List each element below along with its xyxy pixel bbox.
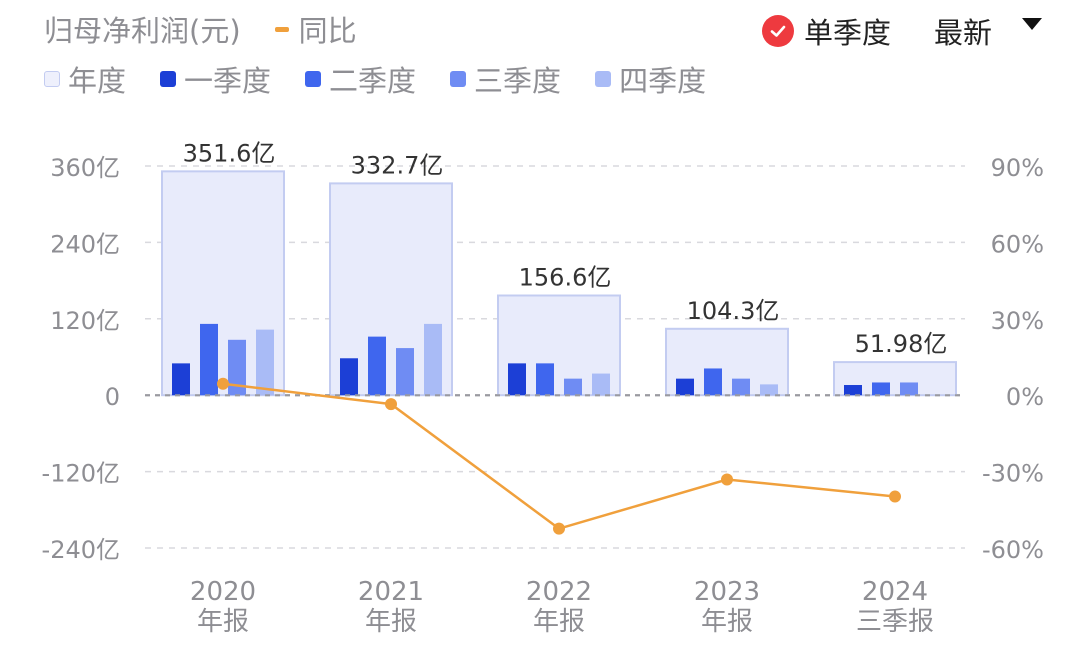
quarter-bar-q2 xyxy=(536,363,554,396)
x-tick-label-year: 2020 xyxy=(190,577,256,607)
legend-swatch-annual xyxy=(44,71,60,87)
x-tick-label-period: 年报 xyxy=(533,607,585,637)
yoy-point xyxy=(889,490,901,503)
quarter-bar-q3 xyxy=(228,339,246,396)
yoy-point xyxy=(553,522,565,535)
y-right-tick-label: 90% xyxy=(991,154,1044,182)
quarter-bar-q2 xyxy=(200,323,218,396)
title-group: 归母净利润(元) 同比 xyxy=(44,8,357,50)
quarter-bar-q3 xyxy=(396,348,414,396)
x-tick-label-year: 2021 xyxy=(358,577,424,607)
quarter-bar-q4 xyxy=(760,384,778,396)
legend-item-q2[interactable]: 二季度 xyxy=(305,58,416,100)
legend-label-annual: 年度 xyxy=(68,64,127,98)
chart-title: 归母净利润(元) xyxy=(44,14,241,48)
y-right-tick-label: 60% xyxy=(991,230,1044,258)
quarter-bar-q1 xyxy=(172,363,190,396)
yoy-legend-swatch xyxy=(274,26,289,32)
x-tick-label-period: 年报 xyxy=(365,607,417,637)
chart-legend: 年度 一季度 二季度 三季度 四季度 xyxy=(44,58,740,100)
check-circle-icon xyxy=(762,15,794,47)
legend-swatch-q2 xyxy=(305,71,322,87)
y-right-tick-label: -60% xyxy=(982,536,1044,564)
x-tick-label-period: 三季报 xyxy=(856,607,934,637)
quarter-bar-q1 xyxy=(844,385,862,396)
period-dropdown[interactable]: 最新 xyxy=(934,10,1043,52)
quarter-bar-q2 xyxy=(368,336,386,396)
quarter-bar-q2 xyxy=(704,368,722,396)
single-quarter-label: 单季度 xyxy=(804,16,892,50)
quarter-bar-q4 xyxy=(424,323,442,396)
legend-swatch-q1 xyxy=(160,71,177,87)
period-dropdown-label: 最新 xyxy=(934,16,993,50)
legend-item-q3[interactable]: 三季度 xyxy=(450,58,561,100)
legend-swatch-q4 xyxy=(595,71,612,87)
legend-label-q2: 二季度 xyxy=(329,64,417,98)
quarter-bar-q4 xyxy=(592,373,610,396)
y-left-tick-label: -240亿 xyxy=(42,536,120,564)
y-left-tick-label: 360亿 xyxy=(50,154,120,182)
caret-down-icon xyxy=(1022,17,1043,36)
quarter-bar-q3 xyxy=(732,378,750,396)
legend-item-q4[interactable]: 四季度 xyxy=(595,58,706,100)
annual-value-label: 51.98亿 xyxy=(855,330,948,358)
yoy-line xyxy=(222,382,896,531)
annual-value-label: 351.6亿 xyxy=(183,139,276,167)
annual-bar xyxy=(161,170,285,397)
quarter-bar-q1 xyxy=(508,363,526,396)
x-tick-label-period: 年报 xyxy=(701,607,753,637)
quarter-bar-q3 xyxy=(900,382,918,396)
single-quarter-toggle[interactable]: 单季度 xyxy=(762,10,891,52)
quarter-bar-q4 xyxy=(256,329,274,396)
annual-value-label: 104.3亿 xyxy=(687,297,780,325)
y-left-tick-label: -120亿 xyxy=(42,460,120,488)
y-left-tick-label: 0 xyxy=(105,383,120,411)
chart-header: 归母净利润(元) 同比 单季度 最新 xyxy=(0,0,1087,60)
y-right-tick-label: -30% xyxy=(982,460,1044,488)
legend-swatch-q3 xyxy=(450,71,467,87)
x-tick-label-year: 2024 xyxy=(862,577,928,607)
legend-item-annual[interactable]: 年度 xyxy=(44,58,126,100)
quarter-bar-q1 xyxy=(340,358,358,396)
x-tick-label-period: 年报 xyxy=(197,607,249,637)
y-right-tick-label: 30% xyxy=(991,307,1044,335)
x-tick-label-year: 2022 xyxy=(526,577,592,607)
x-tick-label-year: 2023 xyxy=(694,577,760,607)
quarter-bar-q1 xyxy=(676,378,694,396)
annual-value-label: 156.6亿 xyxy=(519,263,612,291)
yoy-point xyxy=(217,377,229,390)
yoy-point xyxy=(385,398,397,411)
annual-value-label: 332.7亿 xyxy=(351,151,444,179)
y-left-tick-label: 240亿 xyxy=(50,230,120,258)
yoy-legend-label: 同比 xyxy=(298,14,357,48)
legend-label-q1: 一季度 xyxy=(184,64,272,98)
yoy-point xyxy=(721,473,733,486)
y-left-tick-label: 120亿 xyxy=(50,307,120,335)
legend-label-q4: 四季度 xyxy=(619,64,707,98)
y-right-tick-label: 0% xyxy=(1006,383,1044,411)
legend-item-q1[interactable]: 一季度 xyxy=(160,58,271,100)
quarter-bar-q2 xyxy=(872,382,890,396)
legend-label-q3: 三季度 xyxy=(474,64,562,98)
quarter-bar-q3 xyxy=(564,378,582,396)
